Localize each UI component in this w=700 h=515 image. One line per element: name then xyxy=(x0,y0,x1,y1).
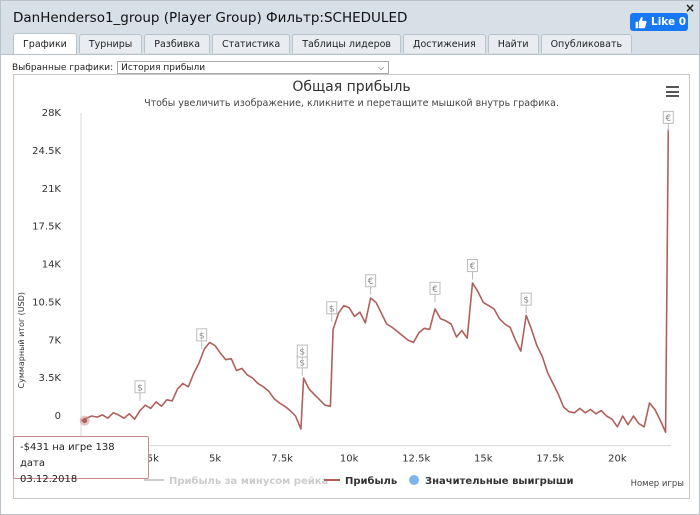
big-win-flag xyxy=(520,292,532,306)
y-tick-label: 21K xyxy=(42,184,62,195)
chart-subtitle: Чтобы увеличить изображение, кликните и … xyxy=(144,98,559,109)
x-tick-label: 20k xyxy=(608,454,627,465)
x-tick-label: 17.5k xyxy=(536,454,564,465)
tab-breakdown[interactable]: Разбивка xyxy=(144,34,211,53)
y-tick-label: 14K xyxy=(42,260,62,271)
x-tick-label: 5k xyxy=(209,454,221,465)
legend-item-label: Прибыль за минусом рейка xyxy=(169,475,328,487)
close-icon[interactable]: × xyxy=(684,1,695,15)
y-tick-label: 0 xyxy=(55,411,61,422)
profit-chart[interactable]: 0 3.5K 7K 10.5K 14K 17.5K 21K 24.5K 28K Суммарный… xyxy=(14,75,691,500)
chart-select[interactable]: История прибыли ⌵ xyxy=(117,61,390,74)
big-win-flag xyxy=(196,328,208,342)
chevron-down-icon: ⌵ xyxy=(378,63,385,72)
big-win-flag xyxy=(296,344,308,358)
tab-find[interactable]: Найти xyxy=(487,34,539,53)
big-win-flag-symbol: € xyxy=(470,262,476,272)
tab-statistics[interactable]: Статистика xyxy=(212,34,291,53)
y-axis-label: Суммарный итог (USD) xyxy=(17,292,26,389)
hamburger-menu-icon[interactable] xyxy=(666,86,679,97)
x-tick-label: 15k xyxy=(474,454,493,465)
tab-achievements[interactable]: Достижения xyxy=(403,34,486,53)
window-title: DanHenderso1_group (Player Group) Фильтр… xyxy=(13,10,408,26)
y-tick-label: 17.5K xyxy=(32,222,61,233)
thumbs-up-icon xyxy=(635,16,647,28)
big-win-flag-symbol: € xyxy=(665,114,671,124)
y-tick-label: 10.5K xyxy=(32,297,61,308)
tab-publish[interactable]: Опубликовать xyxy=(540,34,633,53)
big-win-flag-symbol: $ xyxy=(137,383,143,393)
legend-item-label: Прибыль xyxy=(345,475,397,487)
chart-select-value: История прибыли xyxy=(121,62,206,73)
facebook-like-button[interactable]: Like 0 xyxy=(630,13,688,31)
legend-dot xyxy=(409,475,419,485)
tab-leaderboards[interactable]: Таблицы лидеров xyxy=(292,34,402,53)
y-tick-label: 24.5K xyxy=(32,146,61,157)
big-win-flag xyxy=(365,274,377,288)
chart-selector-label: Выбранные графики: xyxy=(12,62,114,73)
hover-point-center xyxy=(82,418,88,424)
like-label: Like 0 xyxy=(651,16,687,28)
profit-series-line xyxy=(80,129,670,433)
chart-title: Общая прибыль xyxy=(292,79,411,95)
y-tick-label: 28K xyxy=(42,108,62,119)
big-win-flag xyxy=(134,380,146,394)
big-win-flag-symbol: $ xyxy=(329,304,335,314)
tab-graphs[interactable]: Графики xyxy=(13,33,77,54)
big-win-flag-symbol: € xyxy=(432,285,438,295)
x-tick-label: 12.5k xyxy=(402,454,430,465)
y-tick-label: 3.5K xyxy=(39,373,62,384)
chart-tooltip: -$431 на игре 138 дата 03.12.2018 xyxy=(13,436,149,485)
y-tick-label: 7K xyxy=(48,335,61,346)
big-win-flag-symbol: $ xyxy=(199,331,205,341)
tab-tournaments[interactable]: Турниры xyxy=(78,34,143,53)
big-win-flag-symbol: $ xyxy=(523,296,529,306)
big-win-flag-symbol: $ xyxy=(299,348,305,358)
chart-container[interactable]: Общая прибыль Чтобы увеличить изображени… xyxy=(13,74,690,499)
title-bar: DanHenderso1_group (Player Group) Фильтр… xyxy=(1,1,699,55)
x-axis-label: Номер игры xyxy=(631,479,684,489)
big-win-flag xyxy=(662,110,674,124)
tooltip-line-1: -$431 на игре 138 дата xyxy=(20,442,115,469)
x-tick-label: 7.5k xyxy=(271,454,293,465)
big-win-flag xyxy=(467,259,479,273)
legend-item-label: Значительные выигрыши xyxy=(425,476,574,487)
tab-bar: Графики Турниры Разбивка Статистика Табл… xyxy=(13,33,633,54)
x-tick-label: 10k xyxy=(340,454,359,465)
chart-selector-row: Выбранные графики: История прибыли ⌵ xyxy=(12,61,390,74)
big-win-flag xyxy=(429,281,441,295)
big-win-flag xyxy=(326,301,338,315)
big-win-flag-symbol: € xyxy=(368,277,374,287)
tooltip-line-2: 03.12.2018 xyxy=(20,474,78,485)
